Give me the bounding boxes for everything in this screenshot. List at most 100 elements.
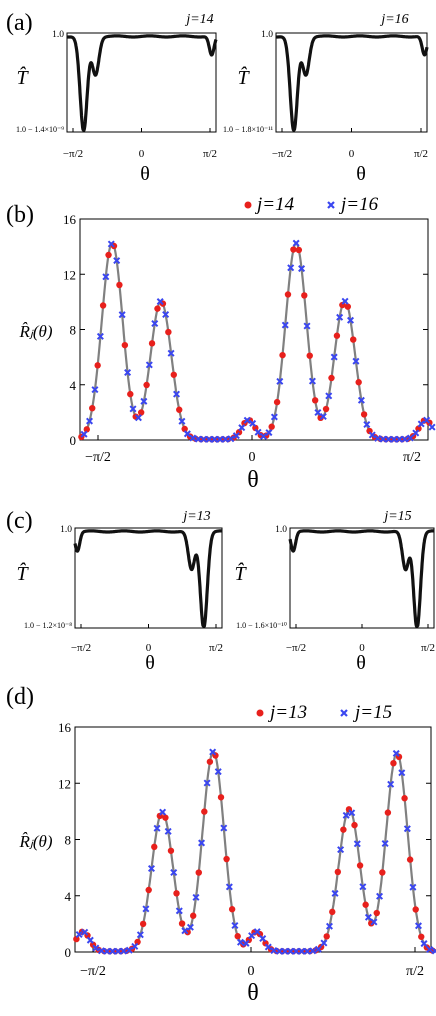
data-point-j=13 (223, 855, 230, 863)
y-tick-label: 16 (58, 720, 72, 735)
data-point-j=16 (265, 429, 273, 437)
x-tick-label: π/2 (421, 642, 435, 654)
data-point-j=15 (414, 922, 422, 930)
panel-label: (a) (6, 10, 33, 36)
data-point-j=16 (281, 321, 289, 329)
data-point-j=16 (401, 435, 409, 443)
data-point-j=16 (91, 386, 99, 394)
data-point-j=15 (142, 905, 150, 913)
data-point-j=16 (145, 361, 153, 369)
y-tick-label: 4 (70, 378, 77, 393)
subplot-title: j=15 (382, 509, 411, 524)
data-point-j=16 (221, 435, 229, 443)
data-point-j=15 (86, 936, 94, 944)
data-point-j=15 (97, 947, 105, 955)
plot-frame (74, 726, 432, 953)
data-point-j=14 (295, 246, 303, 254)
data-point-j=13 (73, 935, 80, 943)
x-tick-label: −π/2 (80, 964, 106, 979)
data-point-j=14 (301, 292, 308, 299)
data-point-j=16 (243, 416, 251, 424)
y-tick-label: 8 (65, 833, 72, 848)
data-point-j=16 (151, 319, 159, 327)
y-tick-label: 1.0 (52, 30, 64, 40)
data-point-j=13 (362, 901, 369, 908)
panel-label: (c) (6, 508, 33, 534)
x-tick-label: 0 (249, 450, 256, 465)
legend-label: j=14 (254, 194, 295, 215)
x-tick-label: 0 (248, 964, 255, 979)
data-point-j=15 (175, 907, 183, 915)
data-point-j=14 (279, 351, 286, 359)
x-tick-label: −π/2 (71, 642, 91, 654)
data-point-j=16 (341, 297, 349, 305)
legend-label: j=15 (352, 702, 392, 723)
legend-marker-j=15 (340, 709, 348, 717)
data-point-j=13 (228, 906, 236, 913)
data-point-j=16 (270, 413, 278, 421)
data-point-j=16 (107, 240, 115, 248)
data-point-j=15 (381, 839, 389, 848)
data-point-j=14 (252, 424, 259, 432)
fitted-curve (74, 750, 432, 953)
data-point-j=15 (287, 947, 295, 955)
x-tick-label: π/2 (403, 450, 421, 465)
data-point-j=14 (355, 379, 362, 386)
y-tick-label: 1.0 − 1.8×10⁻¹¹ (223, 125, 274, 134)
x-axis-label: θ (247, 980, 259, 1006)
data-point-j=14 (99, 302, 107, 309)
y-axis-label: R̂ⱼ(θ) (18, 832, 52, 851)
data-point-j=15 (253, 928, 261, 936)
data-point-j=16 (162, 310, 170, 319)
data-point-j=16 (292, 239, 300, 247)
data-point-j=14 (121, 341, 129, 349)
transmission-curve (73, 529, 224, 628)
x-tick-label: −π/2 (63, 148, 83, 160)
data-point-j=15 (342, 811, 350, 819)
data-point-j=16 (238, 424, 246, 432)
data-point-j=14 (268, 423, 275, 430)
y-tick-label: 1.0 − 1.6×10⁻¹⁰ (236, 621, 287, 630)
data-point-j=15 (392, 749, 400, 757)
y-tick-label: 1.0 − 1.2×10⁻⁸ (24, 621, 72, 630)
data-point-j=16 (417, 420, 425, 428)
data-point-j=15 (398, 769, 406, 777)
data-point-j=13 (195, 869, 202, 876)
x-axis-label: θ (356, 163, 366, 185)
data-point-j=13 (234, 933, 241, 940)
x-tick-label: −π/2 (286, 642, 306, 654)
data-point-j=16 (357, 396, 365, 404)
transmission-curve (274, 34, 429, 132)
data-point-j=14 (322, 405, 330, 413)
data-point-j=15 (248, 932, 256, 940)
data-point-j=15 (281, 947, 289, 955)
y-tick-label: 1.0 (261, 30, 273, 40)
x-tick-label: π/2 (414, 148, 428, 160)
data-point-j=14 (360, 411, 368, 418)
data-point-j=16 (156, 298, 164, 306)
x-axis-label: θ (145, 652, 155, 674)
data-point-j=16 (249, 419, 257, 427)
data-point-j=14 (311, 397, 319, 404)
y-tick-label: 1.0 − 1.4×10⁻⁹ (16, 125, 64, 134)
data-point-j=14 (290, 246, 297, 253)
data-point-j=15 (426, 946, 434, 954)
y-tick-label: 16 (63, 212, 77, 227)
panel-label: (d) (6, 684, 34, 710)
data-point-j=13 (134, 938, 141, 946)
data-point-j=15 (320, 939, 328, 947)
data-point-j=15 (109, 947, 117, 955)
data-point-j=13 (379, 869, 386, 876)
data-point-j=14 (105, 251, 112, 259)
data-point-j=16 (395, 435, 403, 443)
data-point-j=16 (368, 431, 376, 439)
data-point-j=16 (406, 434, 414, 442)
data-point-j=15 (364, 913, 372, 921)
data-point-j=15 (181, 927, 189, 935)
data-point-j=15 (75, 931, 83, 939)
data-point-j=13 (412, 906, 419, 913)
data-point-j=13 (139, 920, 147, 928)
data-point-j=15 (131, 942, 139, 950)
x-tick-label: −π/2 (272, 148, 292, 160)
data-point-j=13 (162, 814, 169, 821)
